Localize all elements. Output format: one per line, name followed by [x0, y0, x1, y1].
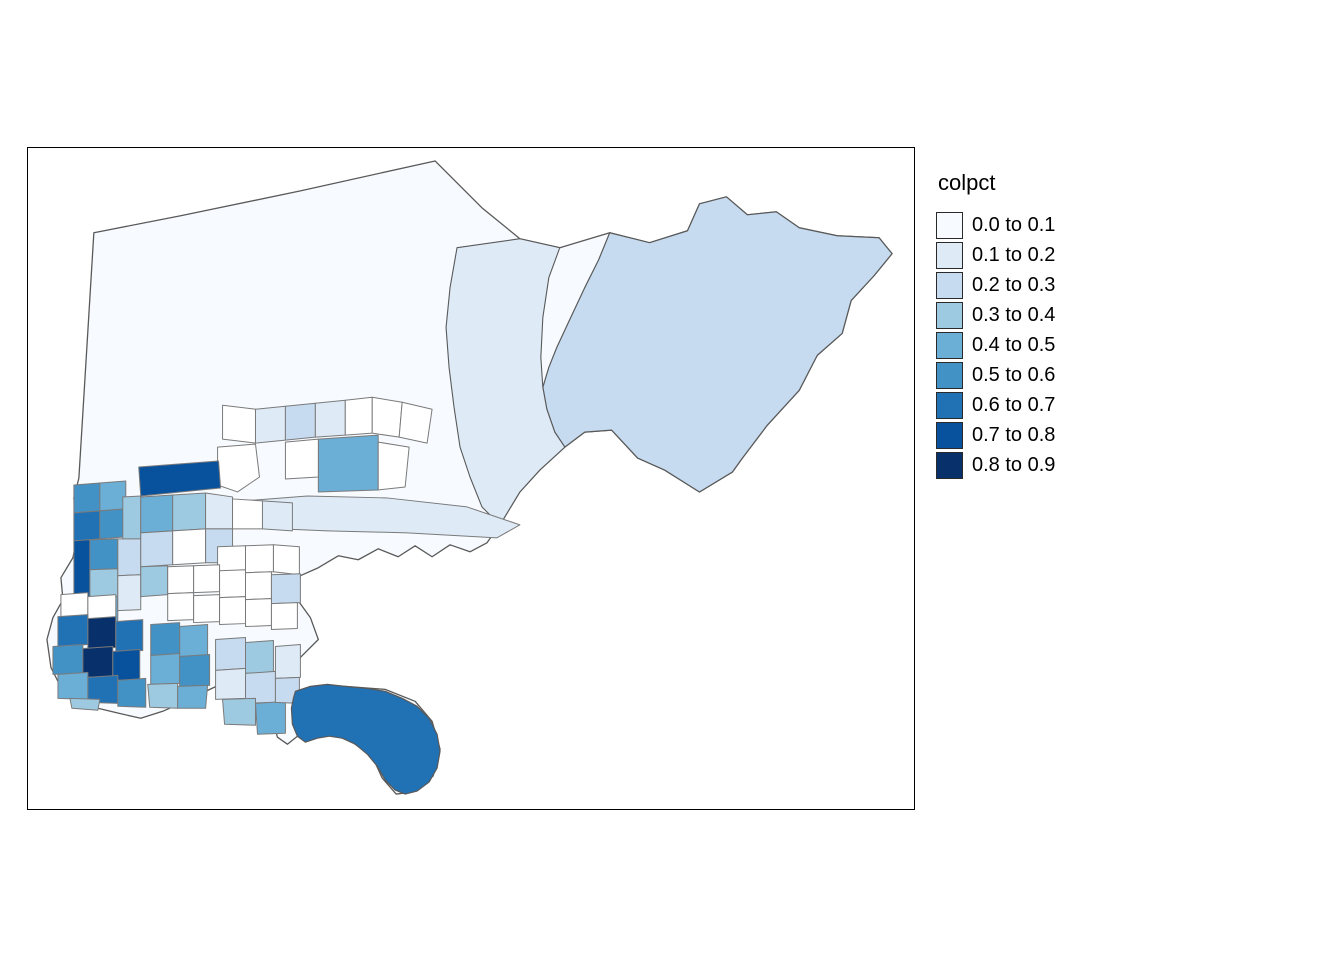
- map-region-gentilly-6: [398, 401, 433, 444]
- map-region-tract-w1: [167, 565, 195, 595]
- legend-swatch: [936, 392, 963, 419]
- legend-swatch: [936, 302, 963, 329]
- map-region-gentilly-2: [284, 402, 316, 441]
- map-region-gentilly-3: [314, 399, 346, 438]
- map-region-tract-f4: [179, 653, 211, 687]
- legend-label: 0.6 to 0.7: [972, 394, 1056, 416]
- map-region-tract-w5: [270, 573, 301, 605]
- map-region-tract-c3: [140, 530, 174, 568]
- legend-swatch: [936, 212, 963, 239]
- legend-item: 0.6 to 0.7: [936, 392, 1055, 419]
- map-region-tract-a7: [89, 568, 119, 599]
- legend-label: 0.7 to 0.8: [972, 424, 1056, 446]
- map-region-tract-a9: [122, 495, 142, 541]
- legend-item: 0.2 to 0.3: [936, 272, 1055, 299]
- map-region-tract-g2: [245, 640, 274, 674]
- map-region-tract-w7: [167, 592, 195, 622]
- map-region-tract-v3: [272, 544, 300, 576]
- map-region-tract-e9: [117, 677, 147, 708]
- map-region-tract-g6: [222, 697, 256, 726]
- map-region-gentilly-7: [284, 438, 319, 480]
- legend-label: 0.2 to 0.3: [972, 274, 1056, 296]
- map-region-gentilly-9: [222, 404, 256, 444]
- legend-item: 0.8 to 0.9: [936, 452, 1055, 479]
- legend-swatch: [936, 422, 963, 449]
- plot-panel: [27, 147, 915, 810]
- legend-swatch: [936, 332, 963, 359]
- legend-item: 0.4 to 0.5: [936, 332, 1055, 359]
- legend-label: 0.4 to 0.5: [972, 334, 1056, 356]
- map-region-dark-bar: [138, 460, 222, 497]
- map-region-tract-e3: [115, 619, 144, 652]
- map-region-tract-w3: [219, 569, 247, 599]
- map-region-gentilly-4: [344, 396, 373, 436]
- legend-item: 0.0 to 0.1: [936, 212, 1055, 239]
- map-region-tract-a4: [99, 508, 127, 540]
- map-region-tract-w13: [87, 594, 117, 620]
- map-region-tract-s2: [261, 500, 293, 532]
- map-region-east-large: [542, 196, 893, 493]
- map-region-tract-a2: [99, 480, 127, 512]
- map-region-tract-c2: [172, 492, 207, 532]
- legend-label: 0.1 to 0.2: [972, 244, 1056, 266]
- legend-label: 0.8 to 0.9: [972, 454, 1056, 476]
- map-region-tract-w11: [270, 602, 298, 631]
- map-region-tract-w2: [193, 564, 221, 594]
- legend-swatch: [936, 242, 963, 269]
- map-svg: [46, 160, 893, 795]
- legend-swatch: [936, 362, 963, 389]
- map-region-tract-c7: [140, 565, 169, 598]
- map-region-tract-e4: [52, 643, 84, 675]
- legend-items: 0.0 to 0.1 0.1 to 0.2 0.2 to 0.3 0.3 to 0.4…: [936, 212, 1055, 479]
- map-region-lakefront-wedge: [445, 238, 566, 526]
- map-region-tract-f1: [150, 622, 181, 656]
- map-region-tract-w9: [219, 596, 247, 626]
- map-region-tract-a3: [73, 510, 101, 542]
- map-region-tract-c5: [205, 492, 234, 530]
- map-region-tract-g1: [215, 637, 247, 671]
- map-region-tract-a11: [117, 574, 142, 612]
- map-region-tract-c4: [172, 528, 207, 566]
- map-region-tract-w8: [193, 594, 221, 624]
- map-region-tract-e7: [57, 671, 89, 700]
- map-region-tract-e10: [69, 697, 101, 711]
- legend-label: 0.5 to 0.6: [972, 364, 1056, 386]
- legend-item: 0.7 to 0.8: [936, 422, 1055, 449]
- map-region-river-blob: [290, 683, 441, 795]
- map-region-tract-s1: [232, 498, 263, 530]
- map-region-tract-g3: [215, 667, 247, 700]
- map-region-gentilly-8: [377, 441, 410, 491]
- map-region-tract-g5: [274, 643, 301, 679]
- legend: colpct 0.0 to 0.1 0.1 to 0.2 0.2 to 0.3 0.3…: [936, 170, 1055, 482]
- map-region-tract-e1: [57, 614, 89, 647]
- map-region-tract-f3: [150, 652, 181, 685]
- legend-item: 0.1 to 0.2: [936, 242, 1055, 269]
- map-region-tract-w4: [245, 571, 272, 601]
- map-region-tract-a10: [117, 538, 142, 577]
- map-region-gentilly-5: [371, 396, 403, 438]
- legend-item: 0.5 to 0.6: [936, 362, 1055, 389]
- map-region-tract-g7: [254, 700, 286, 735]
- legend-item: 0.3 to 0.4: [936, 302, 1055, 329]
- legend-swatch: [936, 452, 963, 479]
- map-region-tract-c1: [140, 494, 174, 534]
- legend-title: colpct: [938, 170, 996, 195]
- map-region-tract-a6: [89, 538, 119, 571]
- legend-swatch: [936, 272, 963, 299]
- map-region-gentilly-mid-blue: [317, 434, 379, 493]
- map-region-tract-f6: [177, 684, 209, 709]
- map-region-tract-f2: [179, 624, 209, 657]
- map-region-tract-f5: [147, 682, 179, 709]
- map-region-tract-v2: [245, 544, 274, 574]
- map-region-tract-w10: [245, 598, 272, 628]
- legend-label: 0.0 to 0.1: [972, 214, 1056, 236]
- map-region-tract-a1: [73, 482, 101, 514]
- map-region-gentilly-1: [254, 405, 286, 444]
- legend-label: 0.3 to 0.4: [972, 304, 1056, 326]
- map-region-tract-e2: [87, 616, 117, 649]
